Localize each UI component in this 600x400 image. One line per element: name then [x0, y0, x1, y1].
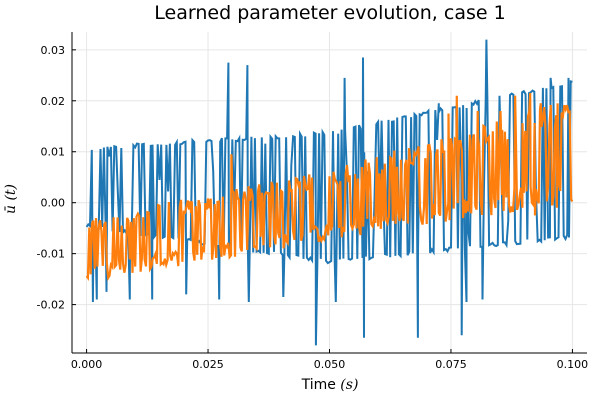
x-axis-label: Time (s)	[301, 377, 359, 393]
x-tick-label: 0.075	[435, 358, 467, 371]
x-axis-label-text: Time	[301, 377, 336, 393]
y-tick-label: -0.02	[37, 299, 65, 312]
y-tick-label: 0.02	[41, 95, 66, 108]
y-axis-label-arg: (t)	[3, 184, 19, 201]
y-tick-label: 0.01	[41, 146, 66, 159]
x-tick-label: 0.100	[557, 358, 589, 371]
x-tick-label: 0.025	[192, 358, 224, 371]
y-tick-label: 0.03	[41, 44, 66, 57]
axes: 0.000 0.025 0.050 0.075 0.100 -0.02 -0.01 0.00 0…	[37, 32, 589, 371]
plot-area	[85, 39, 574, 346]
y-axis-label: ū (t)	[3, 184, 19, 214]
x-axis-label-unit: (s)	[340, 377, 358, 393]
series-2	[85, 93, 574, 282]
y-tick-label: 0.00	[41, 197, 66, 210]
chart-title: Learned parameter evolution, case 1	[154, 2, 505, 24]
y-axis-label-base: ū	[3, 205, 19, 214]
y-tick-label: -0.01	[37, 248, 65, 261]
x-tick-label: 0.000	[71, 358, 103, 371]
x-tick-label: 0.050	[314, 358, 346, 371]
series-2-line	[85, 93, 574, 282]
